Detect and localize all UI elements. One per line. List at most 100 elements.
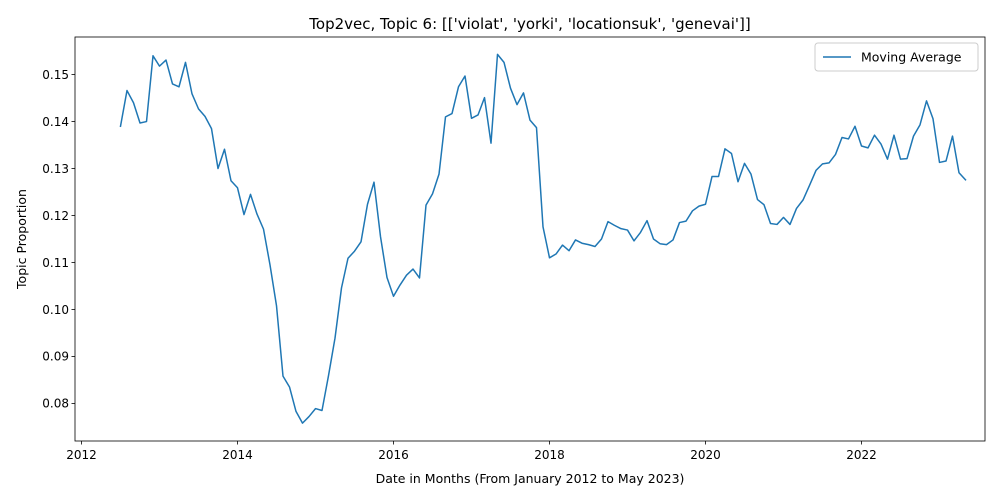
- data-point: [412, 268, 415, 271]
- data-point: [548, 256, 551, 259]
- data-point: [795, 207, 798, 210]
- data-point: [938, 161, 941, 164]
- data-point: [340, 286, 343, 289]
- data-point: [737, 180, 740, 183]
- data-point: [698, 205, 701, 208]
- data-point: [535, 126, 538, 129]
- data-point: [639, 231, 642, 234]
- data-point: [964, 178, 967, 181]
- data-point: [613, 224, 616, 227]
- data-point: [841, 136, 844, 139]
- chart-title: Top2vec, Topic 6: [['violat', 'yorki', '…: [308, 15, 750, 33]
- data-point: [724, 147, 727, 150]
- legend-label-moving-average: Moving Average: [861, 50, 962, 65]
- data-point: [951, 135, 954, 138]
- data-point: [152, 54, 155, 57]
- data-point: [347, 257, 350, 260]
- data-point: [587, 243, 590, 246]
- data-point: [828, 161, 831, 164]
- x-tick-label: 2012: [66, 448, 97, 462]
- data-point: [275, 304, 278, 307]
- data-point: [132, 101, 135, 104]
- data-point: [321, 409, 324, 412]
- data-point: [542, 225, 545, 228]
- data-point: [880, 143, 883, 146]
- series-data-points: [119, 53, 967, 425]
- data-point: [295, 410, 298, 413]
- y-axis-title: Topic Proportion: [14, 189, 29, 290]
- data-point: [672, 238, 675, 241]
- data-point: [418, 276, 421, 279]
- data-point: [184, 61, 187, 64]
- data-point: [165, 59, 168, 62]
- data-point: [945, 160, 948, 163]
- data-point: [477, 113, 480, 116]
- data-point: [847, 137, 850, 140]
- data-point: [269, 263, 272, 266]
- data-point: [457, 85, 460, 88]
- data-point: [782, 216, 785, 219]
- data-point: [873, 134, 876, 137]
- data-point: [808, 184, 811, 187]
- data-point: [834, 153, 837, 156]
- data-point: [529, 119, 532, 122]
- data-point: [555, 253, 558, 256]
- data-point: [217, 167, 220, 170]
- data-point: [288, 385, 291, 388]
- data-point: [191, 92, 194, 95]
- data-point: [366, 203, 369, 206]
- data-point: [230, 179, 233, 182]
- legend: Moving Average: [814, 42, 979, 72]
- data-point: [665, 243, 668, 246]
- data-point: [119, 125, 122, 128]
- data-point: [561, 244, 564, 247]
- data-point: [691, 209, 694, 212]
- data-point: [743, 162, 746, 165]
- data-point: [158, 65, 161, 68]
- plot-frame: [74, 36, 986, 442]
- data-point: [431, 192, 434, 195]
- data-point: [451, 112, 454, 115]
- data-point: [171, 82, 174, 85]
- data-point: [919, 123, 922, 126]
- data-point: [867, 146, 870, 149]
- data-point: [139, 121, 142, 124]
- data-point: [886, 158, 889, 161]
- data-point: [756, 198, 759, 201]
- data-point: [197, 107, 200, 110]
- data-point: [769, 222, 772, 225]
- data-point: [522, 91, 525, 94]
- x-axis-title: Date in Months (From January 2012 to May…: [376, 471, 685, 486]
- data-point: [958, 171, 961, 174]
- data-point: [581, 242, 584, 245]
- data-point: [620, 227, 623, 230]
- y-tick-label: 0.13: [42, 162, 69, 176]
- data-point: [425, 204, 428, 207]
- data-point: [925, 99, 928, 102]
- data-point: [789, 223, 792, 226]
- data-point: [899, 158, 902, 161]
- data-point: [308, 415, 311, 418]
- y-tick-label: 0.10: [42, 303, 69, 317]
- data-point: [490, 142, 493, 145]
- data-point: [776, 223, 779, 226]
- data-point: [282, 375, 285, 378]
- data-point: [574, 238, 577, 241]
- data-point: [717, 175, 720, 178]
- data-point: [633, 239, 636, 242]
- data-point: [334, 337, 337, 340]
- y-tick-label: 0.09: [42, 350, 69, 364]
- x-tick-label: 2018: [534, 448, 565, 462]
- data-point: [438, 173, 441, 176]
- data-point: [646, 219, 649, 222]
- data-point: [509, 87, 512, 90]
- data-point: [399, 284, 402, 287]
- data-point: [373, 181, 376, 184]
- y-tick-label: 0.14: [42, 115, 69, 129]
- data-point: [464, 74, 467, 77]
- data-point: [704, 203, 707, 206]
- data-point: [802, 199, 805, 202]
- data-point: [126, 89, 129, 92]
- data-point: [815, 169, 818, 172]
